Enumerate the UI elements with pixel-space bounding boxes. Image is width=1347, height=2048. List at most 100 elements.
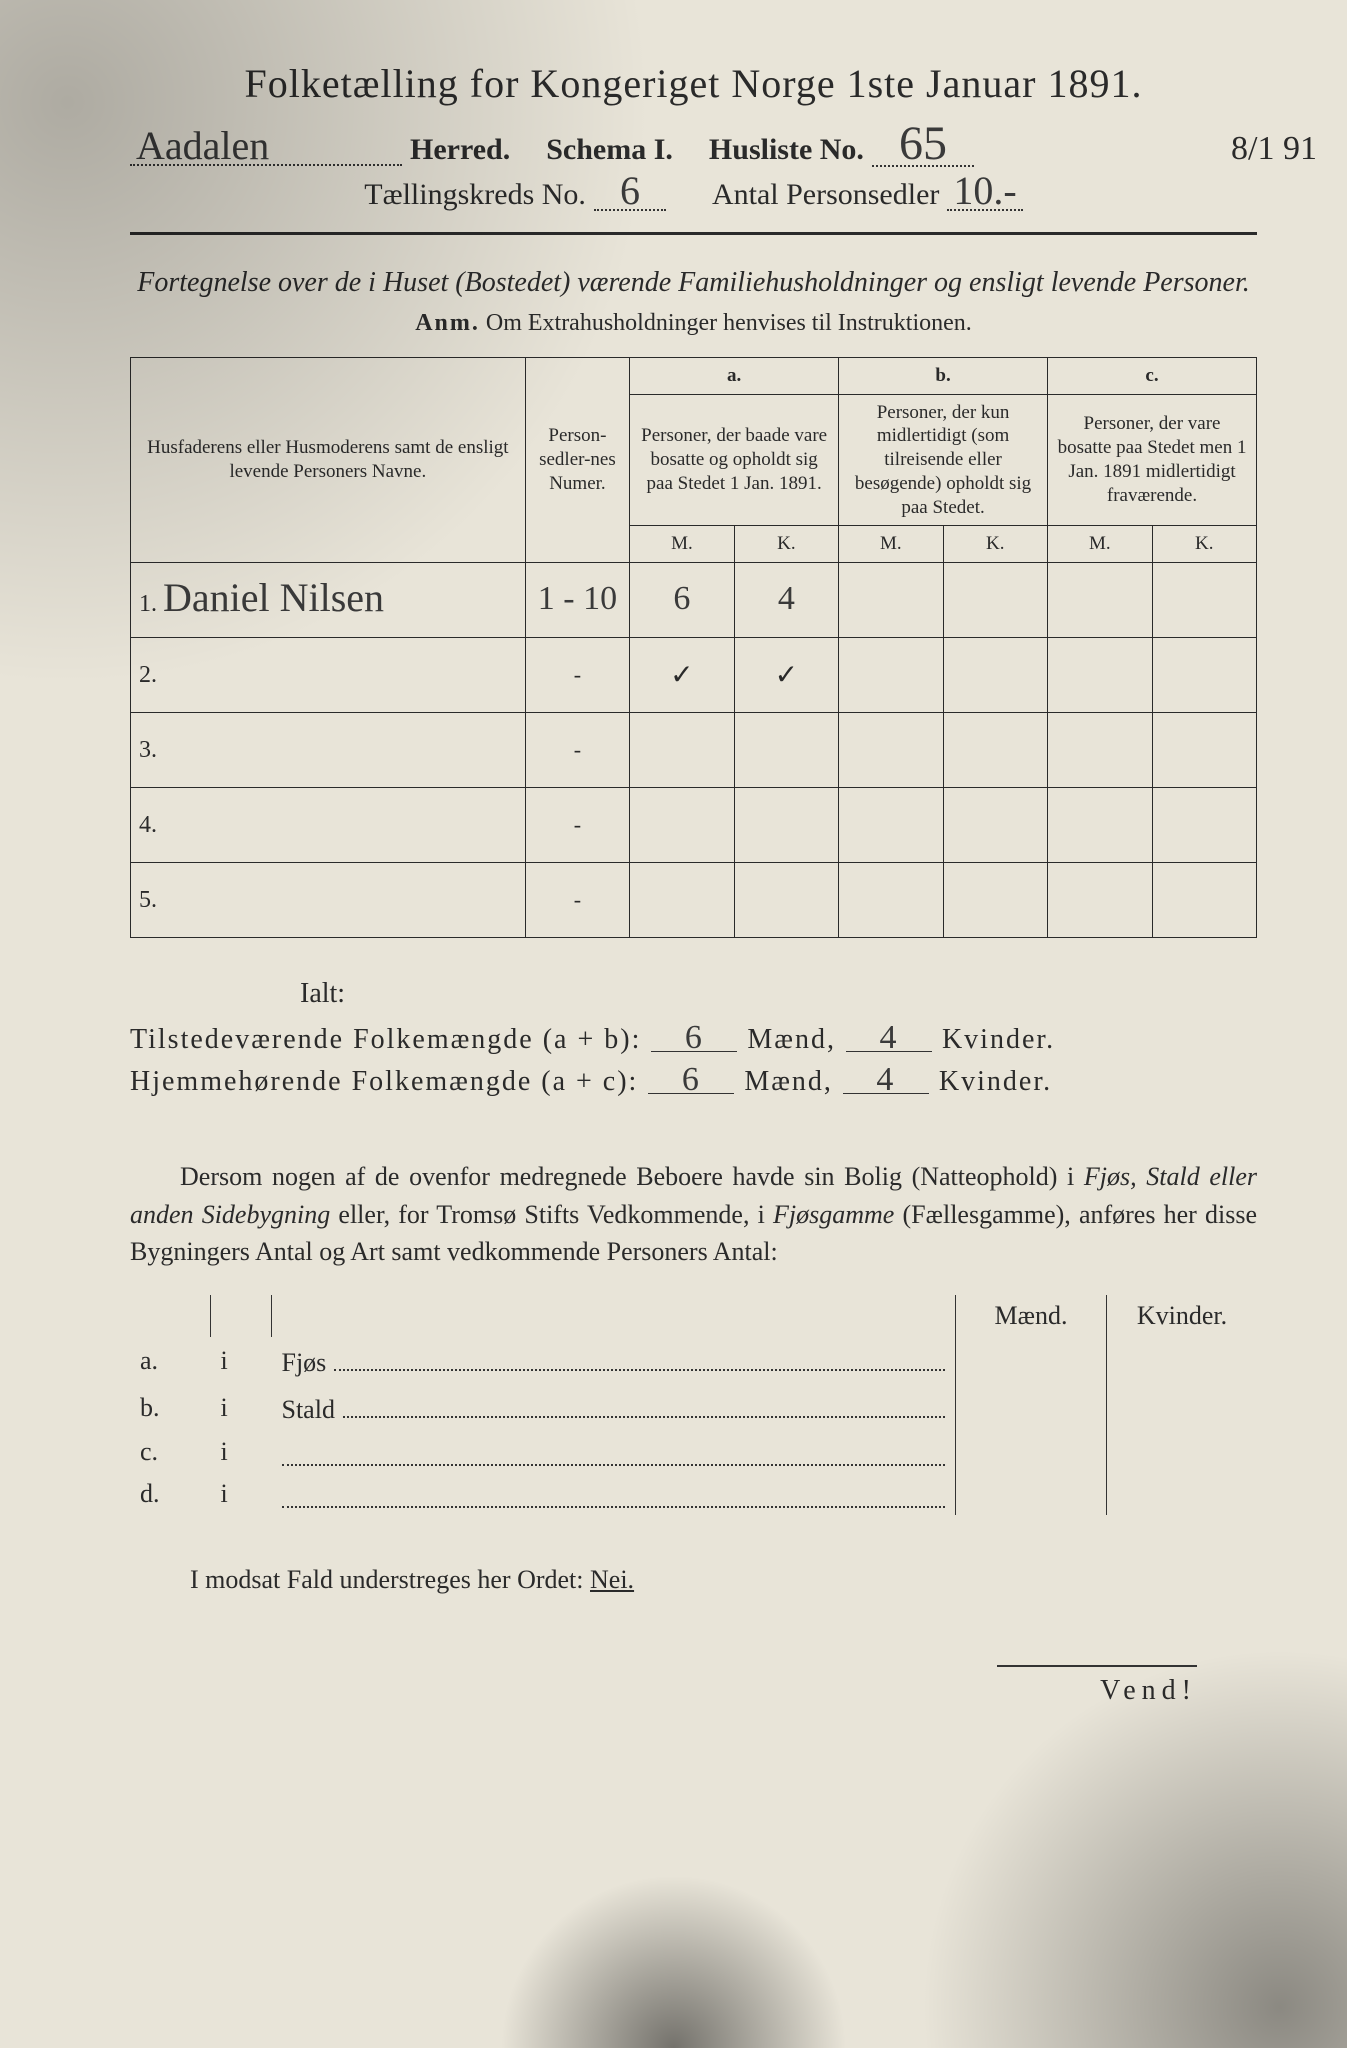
- count-cell: [943, 788, 1047, 863]
- antal-value: 10.-: [947, 175, 1022, 211]
- row-number: 4.: [139, 812, 163, 839]
- divider: [130, 232, 1257, 235]
- row-number: 2.: [139, 662, 163, 689]
- ialt-label: Ialt:: [300, 978, 1257, 1010]
- side-row-i: i: [211, 1473, 272, 1515]
- tot1-maend: Mænd,: [747, 1024, 836, 1056]
- table-row: 2.-✓✓: [131, 638, 1257, 713]
- herred-value: Aadalen: [130, 130, 402, 166]
- side-row: c.i: [130, 1431, 1257, 1473]
- herred-label: Herred.: [410, 133, 510, 167]
- header-line-2: Tællingskreds No. 6 Antal Personsedler 1…: [130, 175, 1257, 212]
- margin-date: 8/1 91: [1231, 130, 1317, 168]
- col-b-desc: Personer, der kun midlertidigt (som tilr…: [839, 394, 1048, 526]
- totals-block: Ialt: Tilstedeværende Folkemængde (a + b…: [130, 978, 1257, 1098]
- table-row: 3.-: [131, 713, 1257, 788]
- col-c-m: M.: [1048, 526, 1152, 563]
- husliste-label: Husliste No.: [709, 133, 864, 167]
- vend-label: Vend!: [997, 1665, 1197, 1707]
- anm-line: Anm. Om Extrahusholdninger henvises til …: [130, 310, 1257, 337]
- count-cell: [1048, 563, 1152, 638]
- side-row-letter: c.: [130, 1431, 211, 1473]
- side-building-paragraph: Dersom nogen af de ovenfor medregnede Be…: [130, 1158, 1257, 1271]
- side-maend: Mænd.: [956, 1295, 1107, 1337]
- count-cell: 4: [734, 563, 838, 638]
- side-row-i: i: [211, 1337, 272, 1384]
- count-cell: [630, 863, 734, 938]
- tot1-label: Tilstedeværende Folkemængde (a + b):: [130, 1024, 641, 1056]
- count-cell: ✓: [734, 638, 838, 713]
- tot1-m: 6: [651, 1024, 737, 1052]
- col-b-m: M.: [839, 526, 943, 563]
- name-cell: 3.: [131, 713, 526, 788]
- side-kvinder-cell: [1107, 1431, 1258, 1473]
- table-row: 5. -: [131, 863, 1257, 938]
- side-maend-cell: [956, 1473, 1107, 1515]
- col-a-m: M.: [630, 526, 734, 563]
- personseddel-number: -: [525, 863, 629, 938]
- name-cell: 5.: [131, 863, 526, 938]
- nei-text: I modsat Fald understreges her Ordet:: [190, 1565, 590, 1594]
- anm-text: Om Extrahusholdninger henvises til Instr…: [486, 310, 972, 336]
- side-kvinder: Kvinder.: [1107, 1295, 1258, 1337]
- tot1-kvinder: Kvinder.: [942, 1024, 1055, 1056]
- personseddel-number: -: [525, 713, 629, 788]
- side-row-letter: d.: [130, 1473, 211, 1515]
- page-title: Folketælling for Kongeriget Norge 1ste J…: [130, 60, 1257, 107]
- count-cell: [630, 713, 734, 788]
- count-cell: [839, 863, 943, 938]
- side-kvinder-cell: [1107, 1384, 1258, 1431]
- side-maend-cell: [956, 1384, 1107, 1431]
- side-kvinder-cell: [1107, 1473, 1258, 1515]
- count-cell: [630, 788, 734, 863]
- col-b-k: K.: [943, 526, 1047, 563]
- household-table: Husfaderens eller Husmoderens samt de en…: [130, 357, 1257, 938]
- count-cell: [839, 713, 943, 788]
- count-cell: [839, 788, 943, 863]
- side-row: a.iFjøs: [130, 1337, 1257, 1384]
- side-row-i: i: [211, 1431, 272, 1473]
- side-row-letter: b.: [130, 1384, 211, 1431]
- census-form-page: Folketælling for Kongeriget Norge 1ste J…: [0, 0, 1347, 2048]
- para-i2: Fjøsgamme: [773, 1200, 894, 1229]
- count-cell: ✓: [630, 638, 734, 713]
- side-building-table: Mænd. Kvinder. a.iFjøsb.iStaldc.id.i: [130, 1295, 1257, 1515]
- count-cell: [1048, 863, 1152, 938]
- anm-label: Anm.: [415, 310, 480, 336]
- nei-word: Nei.: [590, 1565, 634, 1594]
- nei-line: I modsat Fald understreges her Ordet: Ne…: [130, 1565, 1257, 1595]
- tot2-m: 6: [648, 1066, 734, 1094]
- tot2-label: Hjemmehørende Folkemængde (a + c):: [130, 1066, 638, 1098]
- side-row-letter: a.: [130, 1337, 211, 1384]
- tot2-k: 4: [843, 1066, 929, 1094]
- antal-label: Antal Personsedler: [712, 178, 939, 212]
- count-cell: [839, 638, 943, 713]
- side-maend-cell: [956, 1431, 1107, 1473]
- side-row-type: [272, 1431, 956, 1473]
- side-row-type: Stald: [272, 1384, 956, 1431]
- count-cell: [943, 863, 1047, 938]
- count-cell: [943, 638, 1047, 713]
- para-p1: Dersom nogen af de ovenfor medregnede Be…: [180, 1162, 1084, 1191]
- header-line-1: Aadalen Herred. Schema I. Husliste No. 6…: [130, 125, 1257, 167]
- row-number: 1.: [139, 591, 163, 618]
- side-row-type: Fjøs: [272, 1337, 956, 1384]
- col-c-desc: Personer, der vare bosatte paa Stedet me…: [1048, 394, 1257, 526]
- count-cell: [1048, 713, 1152, 788]
- side-row: b.iStald: [130, 1384, 1257, 1431]
- count-cell: [943, 713, 1047, 788]
- personseddel-number: -: [525, 638, 629, 713]
- personseddel-number: -: [525, 788, 629, 863]
- tot1-k: 4: [846, 1024, 932, 1052]
- name-cell: 1. Daniel Nilsen: [131, 563, 526, 638]
- count-cell: [1152, 788, 1257, 863]
- name-cell: 2.: [131, 638, 526, 713]
- count-cell: [734, 863, 838, 938]
- count-cell: [1152, 863, 1257, 938]
- col-c-k: K.: [1152, 526, 1257, 563]
- section-description: Fortegnelse over de i Huset (Bostedet) v…: [130, 265, 1257, 301]
- row-number: 5.: [139, 887, 163, 914]
- side-row-type: [272, 1473, 956, 1515]
- count-cell: [1048, 788, 1152, 863]
- tot2-maend: Mænd,: [744, 1066, 833, 1098]
